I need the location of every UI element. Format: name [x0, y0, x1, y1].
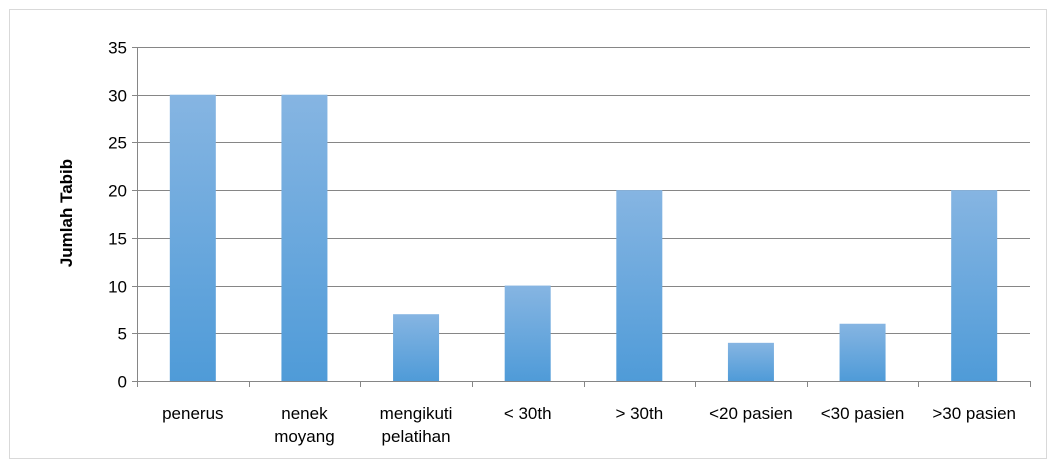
y-tick-label: 30	[108, 87, 127, 106]
bar	[504, 285, 551, 381]
y-tick-label: 20	[108, 182, 127, 201]
x-tick-label: mengikuti pelatihan	[380, 404, 453, 446]
x-tick-label: <20 pasien	[709, 404, 793, 423]
bar	[393, 314, 440, 381]
x-tick-label: >30 pasien	[932, 404, 1016, 423]
x-tick-label: nenek moyang	[274, 404, 334, 446]
bars	[169, 94, 998, 381]
y-tick-label: 0	[118, 373, 127, 392]
bar	[281, 94, 328, 381]
gridlines	[137, 47, 1030, 334]
y-axis-title: Jumlah Tabib	[57, 159, 76, 267]
x-tick-label: penerus	[162, 404, 223, 423]
bar	[169, 94, 216, 381]
bar	[727, 342, 774, 381]
y-tick-label: 15	[108, 230, 127, 249]
bar	[839, 323, 886, 381]
x-tick-label: < 30th	[504, 404, 552, 423]
x-tick-label: > 30th	[615, 404, 663, 423]
bar	[951, 190, 998, 381]
y-tick-label: 25	[108, 134, 127, 153]
y-tick-label: 5	[118, 325, 127, 344]
y-tick-label: 10	[108, 278, 127, 297]
x-tick-label: <30 pasien	[821, 404, 905, 423]
y-tick-label: 35	[108, 39, 127, 58]
tick-labels: 0 5 10 15 20 25 30 35 penerus nenek moyang mengikut…	[108, 39, 1016, 447]
axes	[132, 47, 1031, 387]
bar	[616, 190, 663, 381]
